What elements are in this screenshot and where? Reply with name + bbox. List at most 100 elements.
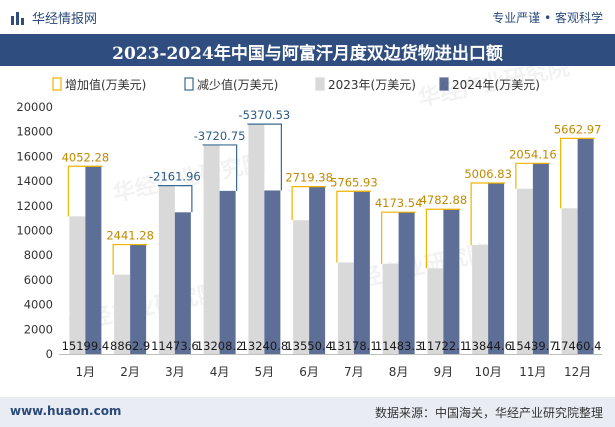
bar-2024 [577,138,594,354]
bars-group [69,124,594,354]
legend-label-3: 2024年(万美元) [452,78,540,92]
bar-2023 [248,124,265,354]
x-tick-label: 3月 [165,365,185,379]
decrease-bracket [247,123,282,191]
legend-swatch-0 [52,77,62,91]
x-tick-label: 1月 [76,365,96,379]
value-label-2024: 11473.6 [151,339,199,353]
bar-2024 [130,244,147,354]
y-tick-label: 4000 [24,298,53,312]
decrease-bracket [202,144,238,191]
bar-2024 [398,212,415,354]
value-label-2024: 15199.4 [62,339,110,353]
bar-2023 [561,208,578,354]
legend-label-2: 2023年(万美元) [328,78,416,92]
y-tick-label: 10000 [16,224,53,238]
bar-chart-logo-icon [11,12,24,25]
legend-label-1: 减少值(万美元) [197,77,278,92]
y-tick-label: 20000 [16,100,53,114]
value-label-2024: 13178.1 [330,339,378,353]
legend-swatch-2 [315,77,325,91]
x-tick-label: 6月 [299,365,319,379]
value-label-2024: 13208.2 [196,339,244,353]
y-tick-label: 16000 [16,149,53,163]
bar-2024 [443,209,460,354]
change-label: 5765.93 [330,175,378,189]
change-label: 2441.28 [106,229,154,243]
bar-2023 [293,220,310,354]
data-labels: 4052.28 15199.4 2441.28 8862.9 -2161.96 11473… [62,108,602,353]
data-source: 数据来源：中国海关，华经产业研究院整理 [374,406,603,420]
bar-2023 [114,274,131,354]
title-bar: 2023-2024年中国与阿富汗月度双边货物进出口额 [0,34,615,66]
y-axis: 0 2000 4000 6000 8000 10000 12000 14000 16000 180… [16,100,53,361]
change-label: -3720.75 [194,129,246,143]
increase-bracket [560,137,595,209]
increase-bracket [336,190,371,263]
change-label: 4173.54 [375,196,423,210]
bar-2023 [203,144,220,354]
y-tick-label: 8000 [24,248,53,262]
bar-2024 [264,190,281,354]
change-label: -2161.96 [149,170,201,184]
legend-label-0: 增加值(万美元) [65,77,146,92]
increase-bracket [425,208,461,269]
tagline: 专业严谨 • 客观科学 [492,11,603,25]
x-tick-label: 5月 [255,365,275,379]
bar-2024 [309,186,326,354]
x-tick-label: 11月 [519,365,546,379]
value-label-2024: 11483.3 [375,339,423,353]
bar-2023 [382,263,399,354]
watermark-text: 华经产业研究院 [416,66,572,112]
value-label-2024: 13240.8 [241,339,289,353]
bar-2024 [85,166,102,354]
increase-bracket [470,182,506,245]
x-axis: 1月 2月 3月 4月 5月 6月 7月 8月 9月 10月 11月 12月 [59,354,602,379]
chart-title: 2023-2024年中国与阿富汗月度双边货物进出口额 [112,44,503,64]
bar-2023 [69,216,86,354]
value-label-2024: 15439.7 [509,339,557,353]
change-label: -5370.53 [239,108,291,122]
y-tick-label: 14000 [16,174,53,188]
x-tick-label: 10月 [474,365,501,379]
value-label-2024: 8862.9 [110,339,150,353]
x-tick-label: 9月 [434,365,454,379]
x-tick-label: 2月 [120,365,140,379]
bar-2023 [427,268,444,354]
change-brackets [67,123,595,275]
decrease-bracket [157,185,193,213]
x-tick-label: 12月 [564,365,591,379]
y-tick-label: 0 [46,347,53,361]
value-label-2024: 13550.4 [285,339,333,353]
change-label: 4782.88 [420,193,468,207]
bar-2024 [532,163,549,354]
change-label: 5662.97 [554,122,602,136]
brand-name: 华经情报网 [32,12,98,27]
bar-2023 [337,262,354,354]
increase-bracket [112,243,148,275]
bar-2023 [472,244,489,354]
bar-2023 [516,188,533,354]
change-label: 5006.83 [464,167,512,181]
value-label-2024: 13844.6 [464,339,512,353]
bar-2024 [488,183,505,354]
increase-bracket [67,165,103,217]
value-label-2024: 11722.1 [420,339,468,353]
y-tick-label: 6000 [24,273,53,287]
bar-2023 [158,185,175,354]
change-label: 2719.38 [285,171,333,185]
chart: 增加值(万美元) 减少值(万美元) 2023年(万美元) 2024年(万美元) 华经产… [16,66,602,379]
y-tick-label: 2000 [24,322,53,336]
bar-2024 [174,212,191,354]
bar-2024 [353,191,370,354]
brand: 华经情报网 [10,8,97,27]
top-bar: 华经情报网 专业严谨 • 客观科学 [0,0,615,34]
value-label-2024: 17460.4 [554,339,602,353]
x-tick-label: 7月 [344,365,364,379]
increase-bracket [515,162,550,189]
site-url: www.huaon.com [10,404,122,418]
change-label: 2054.16 [509,147,557,161]
change-label: 4052.28 [62,150,110,164]
legend-swatch-3 [439,77,449,91]
y-tick-label: 18000 [16,125,53,139]
